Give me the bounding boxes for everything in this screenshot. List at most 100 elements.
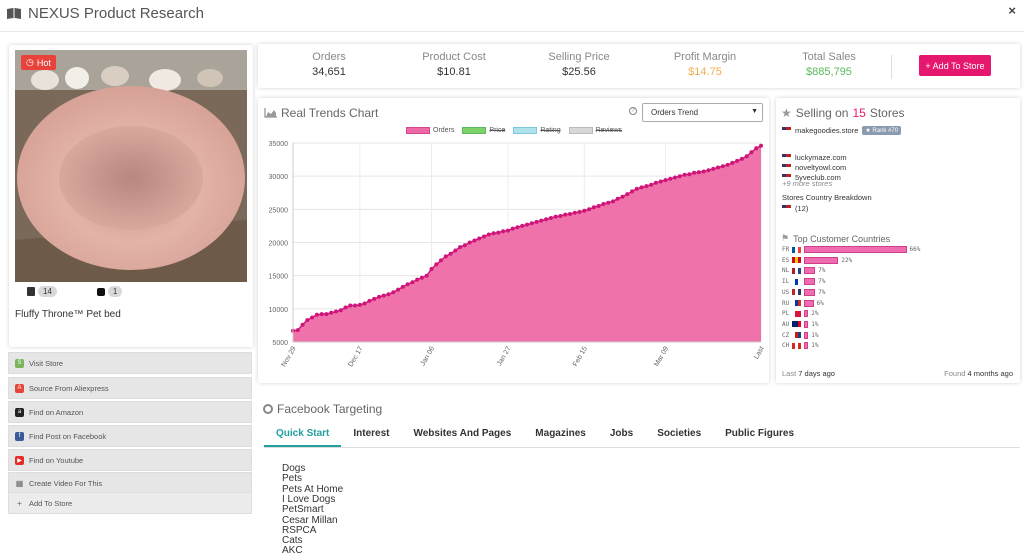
- data-point[interactable]: [668, 176, 673, 181]
- data-point[interactable]: [548, 216, 553, 220]
- data-point[interactable]: [529, 221, 534, 226]
- data-point[interactable]: [716, 165, 720, 170]
- tab-websites-and-pages[interactable]: Websites And Pages: [413, 428, 512, 439]
- action-button-youtube[interactable]: ▶ Find on Youtube: [8, 449, 252, 471]
- data-point[interactable]: [472, 238, 477, 243]
- action-button-film[interactable]: ▦ Create Video For This: [8, 472, 252, 494]
- data-point[interactable]: [587, 207, 592, 212]
- keyword-item[interactable]: PetSmart: [282, 504, 324, 516]
- data-point[interactable]: [744, 154, 749, 159]
- keyword-item[interactable]: Dogs: [282, 463, 306, 474]
- tab-interest[interactable]: Interest: [353, 428, 390, 439]
- data-point[interactable]: [357, 302, 362, 307]
- data-point[interactable]: [596, 204, 601, 208]
- data-point[interactable]: [319, 312, 324, 317]
- keyword-item[interactable]: AKC: [282, 545, 303, 557]
- data-point[interactable]: [577, 210, 582, 214]
- data-point[interactable]: [334, 309, 338, 314]
- legend-item-rating[interactable]: Rating: [513, 127, 561, 134]
- data-point[interactable]: [682, 172, 687, 177]
- tab-magazines[interactable]: Magazines: [535, 428, 586, 439]
- data-point[interactable]: [429, 267, 434, 271]
- top-store[interactable]: makegoodies.store ★ Rank #70: [782, 125, 902, 135]
- data-point[interactable]: [572, 210, 577, 215]
- data-point[interactable]: [735, 158, 740, 163]
- action-button-amazon[interactable]: a Find on Amazon: [8, 401, 252, 423]
- data-point[interactable]: [329, 310, 334, 315]
- data-point[interactable]: [386, 292, 391, 297]
- data-point[interactable]: [391, 290, 396, 295]
- action-button-plus[interactable]: + Add To Store: [8, 492, 252, 514]
- data-point[interactable]: [453, 248, 458, 253]
- data-point[interactable]: [367, 298, 372, 303]
- data-point[interactable]: [300, 322, 305, 327]
- data-point[interactable]: [634, 186, 639, 191]
- data-point[interactable]: [591, 205, 596, 210]
- data-point[interactable]: [381, 293, 386, 298]
- action-button-facebook[interactable]: f Find Post on Facebook: [8, 425, 252, 447]
- data-point[interactable]: [653, 180, 658, 185]
- data-point[interactable]: [606, 200, 611, 205]
- data-point[interactable]: [725, 162, 730, 167]
- action-button-shopify[interactable]: S Visit Store: [8, 352, 252, 374]
- product-image[interactable]: ◷ Hot: [15, 50, 247, 282]
- data-point[interactable]: [706, 168, 711, 173]
- legend-item-orders[interactable]: Orders: [406, 127, 454, 134]
- data-point[interactable]: [730, 160, 735, 165]
- data-point[interactable]: [400, 284, 405, 289]
- data-point[interactable]: [687, 172, 692, 177]
- store-item[interactable]: 5yveclub.com: [782, 172, 847, 182]
- store-item[interactable]: luckymaze.com: [782, 152, 847, 162]
- data-point[interactable]: [424, 273, 429, 278]
- trend-type-select[interactable]: Orders Trend ▼: [642, 103, 763, 122]
- data-point[interactable]: [649, 182, 654, 187]
- tab-quick-start[interactable]: Quick Start: [264, 426, 342, 447]
- data-point[interactable]: [415, 277, 420, 282]
- data-point[interactable]: [324, 312, 329, 317]
- data-point[interactable]: [754, 146, 759, 151]
- data-point[interactable]: [396, 287, 401, 292]
- data-point[interactable]: [677, 174, 682, 179]
- tab-public-figures[interactable]: Public Figures: [725, 428, 795, 439]
- data-point[interactable]: [295, 328, 300, 333]
- data-point[interactable]: [563, 212, 568, 217]
- data-point[interactable]: [439, 258, 443, 263]
- data-point[interactable]: [544, 217, 549, 222]
- data-point[interactable]: [625, 192, 630, 197]
- data-point[interactable]: [448, 251, 453, 256]
- data-point[interactable]: [462, 243, 467, 248]
- data-point[interactable]: [443, 254, 448, 259]
- data-point[interactable]: [310, 315, 315, 320]
- data-point[interactable]: [491, 231, 496, 236]
- data-point[interactable]: [353, 303, 358, 308]
- data-point[interactable]: [644, 184, 649, 189]
- data-point[interactable]: [348, 303, 353, 308]
- data-point[interactable]: [630, 189, 635, 194]
- keyword-item[interactable]: Pets At Home: [282, 483, 344, 495]
- data-point[interactable]: [372, 296, 377, 301]
- data-point[interactable]: [720, 164, 725, 169]
- keyword-item[interactable]: I Love Dogs: [282, 493, 336, 505]
- keyword-item[interactable]: RSPCA: [282, 524, 317, 536]
- data-point[interactable]: [749, 150, 754, 155]
- data-point[interactable]: [696, 170, 701, 175]
- data-point[interactable]: [362, 301, 367, 306]
- data-point[interactable]: [520, 223, 525, 228]
- data-point[interactable]: [658, 179, 663, 184]
- data-point[interactable]: [711, 166, 716, 171]
- data-point[interactable]: [419, 275, 424, 280]
- data-point[interactable]: [377, 294, 381, 299]
- info-icon[interactable]: ?: [629, 107, 637, 115]
- data-point[interactable]: [405, 282, 410, 287]
- data-point[interactable]: [611, 199, 615, 204]
- keyword-item[interactable]: Cats: [282, 535, 303, 547]
- data-point[interactable]: [458, 245, 463, 250]
- keyword-item[interactable]: Cesar Millan: [282, 514, 338, 526]
- data-point[interactable]: [505, 228, 510, 233]
- data-point[interactable]: [539, 218, 544, 223]
- data-point[interactable]: [496, 230, 501, 235]
- data-point[interactable]: [639, 185, 644, 190]
- data-point[interactable]: [501, 229, 506, 234]
- data-point[interactable]: [305, 318, 310, 323]
- data-point[interactable]: [482, 234, 486, 239]
